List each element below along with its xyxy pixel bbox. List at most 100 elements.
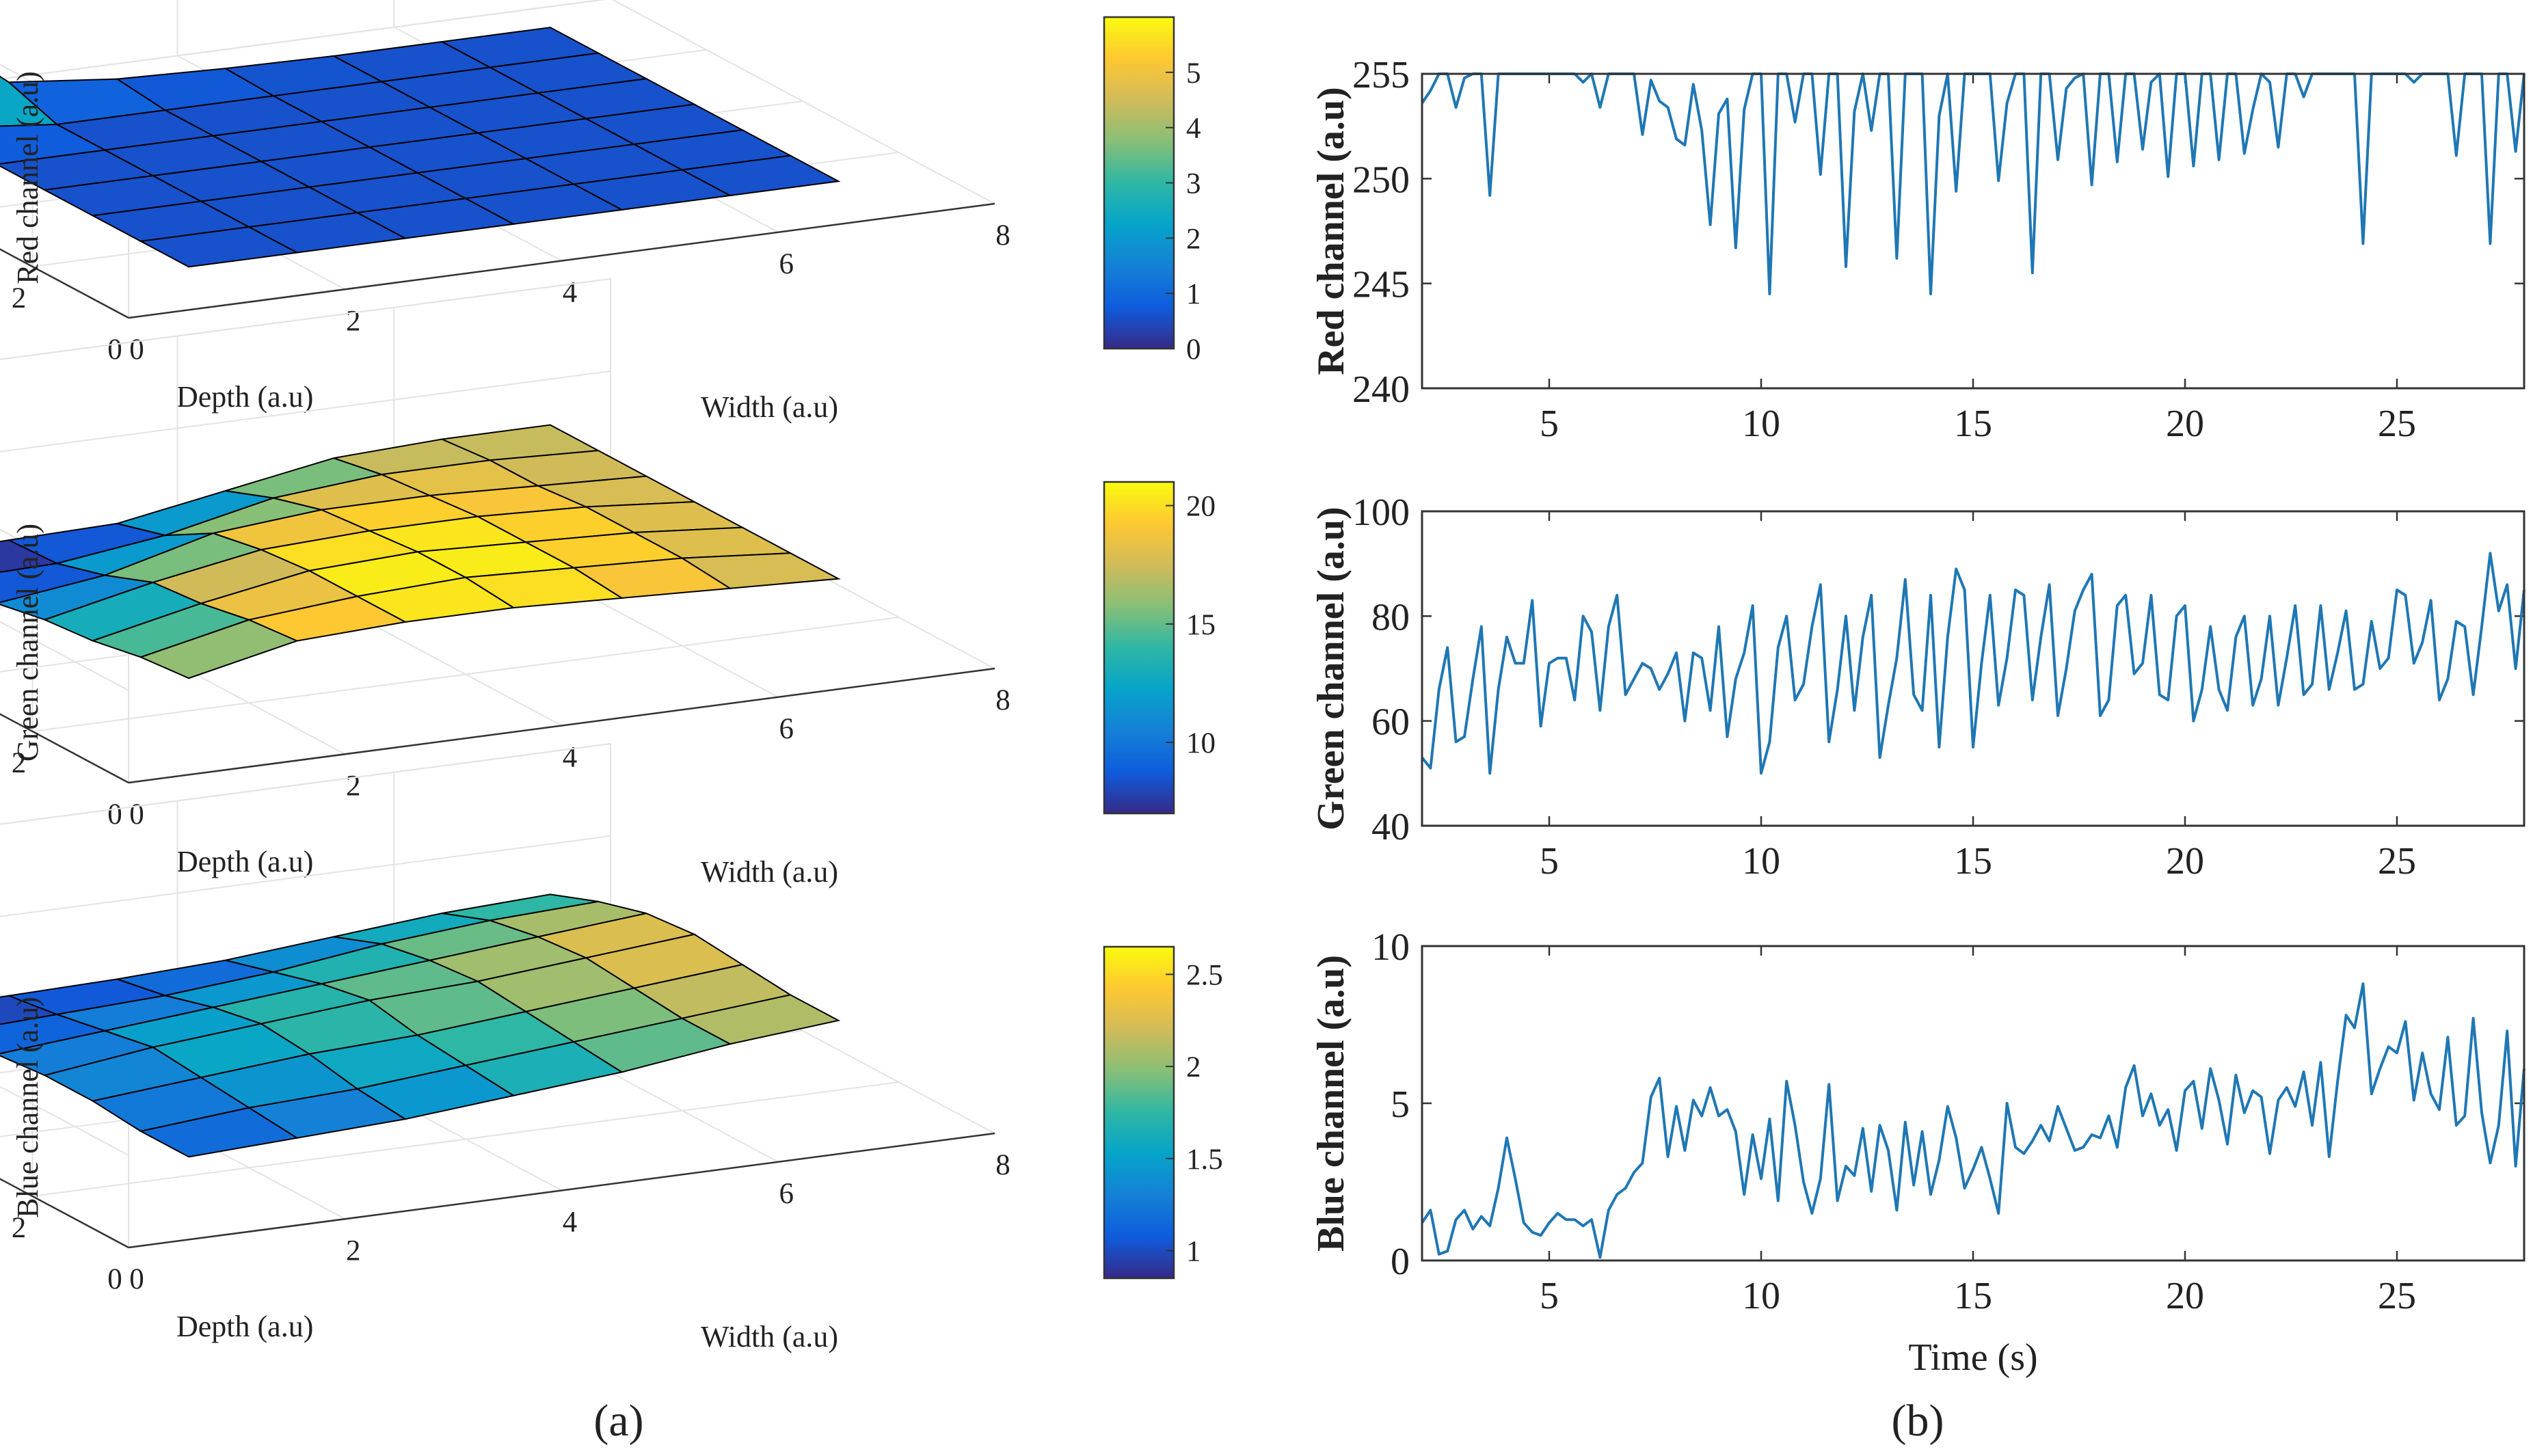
green-surface-width-label: Width (a.u)	[701, 855, 838, 889]
blue-surface-width-label: Width (a.u)	[701, 1320, 838, 1353]
width-axis-line	[128, 667, 995, 784]
width-tick-label: 6	[779, 713, 794, 745]
x-tick-label: 20	[2166, 1275, 2204, 1317]
width-tick-label: 0	[129, 334, 144, 366]
y-tick-label: 255	[1352, 54, 1410, 96]
x-tick-label: 5	[1540, 1275, 1559, 1317]
colorbar-tick-label: 10	[1186, 727, 1216, 759]
red-series-line	[1421, 72, 2525, 295]
wall-grid-line	[0, 278, 611, 360]
red-surface-depth-label: Depth (a.u)	[176, 380, 313, 414]
wall-grid-line	[0, 1086, 129, 1156]
colorbar-tick-label: 4	[1186, 113, 1201, 145]
blue-surface-mesh	[0, 893, 841, 1158]
width-axis-line	[128, 202, 995, 319]
width-tick-label: 2	[346, 770, 361, 802]
width-tick-label: 4	[563, 277, 578, 309]
green-series-y-label: Green channel (a.u)	[1310, 507, 1352, 830]
colorbar-tick-label: 3	[1186, 168, 1201, 200]
colorbar-tick-label: 15	[1186, 609, 1216, 641]
width-tick-label: 6	[779, 248, 794, 280]
green-time-series: 5 10 15 20 25 40 60 80 100 Green channel (a.u)	[1310, 491, 2525, 882]
colorbar-gradient	[1103, 481, 1175, 815]
red-colorbar: 0 1 2 3 4 5	[1103, 16, 1201, 366]
red-surface-plot: 05100246802468 Red channel (a.u) Width (…	[0, 0, 1201, 424]
depth-tick-label: 2	[12, 747, 27, 779]
blue-series-ticks: 5 10 15 20 25 0 5 10	[1371, 926, 2524, 1317]
colorbar-gradient	[1103, 16, 1175, 350]
colorbar-tick-label: 20	[1186, 491, 1216, 523]
depth-axis-line	[0, 248, 129, 319]
floor-grid-line	[32, 617, 899, 732]
x-tick-label: 25	[2378, 840, 2416, 882]
red-series-frame	[1421, 72, 2525, 390]
y-tick-label: 250	[1352, 159, 1410, 201]
blue-series-line	[1421, 982, 2525, 1259]
width-tick-label: 2	[346, 1235, 361, 1267]
red-series-ticks: 5 10 15 20 25 240 245 250 255	[1352, 54, 2524, 445]
depth-tick-label: 2	[12, 282, 27, 314]
green-surface-mesh	[0, 424, 841, 679]
blue-time-series: 5 10 15 20 25 0 5 10 Blue channel (a.u) Time (s…	[1310, 926, 2525, 1379]
wall-grid-line	[0, 835, 611, 917]
x-tick-label: 25	[2378, 1275, 2416, 1317]
red-series-y-label: Red channel (a.u)	[1310, 87, 1352, 375]
panel-label-a: (a)	[593, 1396, 643, 1446]
x-tick-label: 20	[2166, 840, 2204, 882]
x-tick-label: 20	[2166, 403, 2204, 445]
surface-patch	[680, 154, 841, 197]
y-tick-label: 245	[1352, 264, 1410, 306]
width-tick-label: 8	[995, 219, 1010, 252]
blue-surface-plot: 0240246802468 Blue channel (a.u) Width (…	[0, 742, 1223, 1353]
y-tick-label: 0	[1391, 1241, 1410, 1283]
y-tick-label: 60	[1371, 701, 1410, 744]
colorbar-tick-label: 5	[1186, 57, 1201, 90]
y-tick-label: 5	[1391, 1083, 1410, 1126]
panel-label-b: (b)	[1892, 1396, 1944, 1446]
colorbar-tick-label: 2.5	[1186, 959, 1223, 991]
depth-tick-label: 0	[107, 334, 122, 366]
wall-grid-line	[0, 743, 611, 825]
depth-axis-line	[0, 713, 129, 784]
red-time-series: 5 10 15 20 25 240 245 250 255 Red channel (a.u)	[1310, 54, 2525, 445]
red-surface-mesh	[0, 27, 841, 268]
time-axis-label: Time (s)	[1908, 1336, 2037, 1379]
x-tick-label: 10	[1742, 840, 1780, 882]
wall-grid-line	[0, 370, 611, 453]
wall-grid-line	[0, 0, 606, 80]
x-tick-label: 15	[1954, 403, 1992, 445]
width-tick-label: 0	[129, 1263, 144, 1295]
colorbar-tick-label: 1.5	[1186, 1144, 1223, 1176]
floor-grid-line	[32, 1081, 899, 1197]
green-surface-plot: 020400246802468 Green channel (a.u) Widt…	[0, 278, 1216, 889]
blue-surface-z-label: Blue channel (a.u)	[11, 997, 44, 1218]
surface-patch	[680, 552, 841, 589]
width-tick-label: 4	[563, 1206, 578, 1239]
x-tick-label: 15	[1954, 840, 1992, 882]
wall-grid-line	[0, 621, 129, 691]
colorbar-tick-label: 2	[1186, 1051, 1201, 1083]
x-tick-label: 5	[1540, 840, 1559, 882]
width-axis-line	[128, 1132, 995, 1249]
colorbar-tick-label: 2	[1186, 223, 1201, 255]
green-series-frame	[1421, 510, 2525, 827]
green-surface-z-label: Green channel (a.u)	[11, 524, 44, 761]
colorbar-tick-label: 0	[1186, 334, 1201, 366]
depth-axis-line	[0, 1178, 129, 1249]
x-tick-label: 10	[1742, 403, 1780, 445]
depth-tick-label: 0	[107, 1263, 122, 1295]
colorbar-gradient	[1103, 945, 1175, 1280]
x-tick-label: 10	[1742, 1275, 1780, 1317]
width-tick-label: 0	[129, 798, 144, 831]
red-surface-width-label: Width (a.u)	[701, 390, 838, 424]
green-surface-depth-label: Depth (a.u)	[176, 845, 313, 878]
y-tick-label: 80	[1371, 596, 1410, 638]
green-colorbar: 10 15 20	[1103, 481, 1216, 815]
blue-series-y-label: Blue channel (a.u)	[1310, 955, 1352, 1252]
width-tick-label: 8	[995, 1149, 1010, 1181]
red-surface-z-label: Red channel (a.u)	[11, 71, 44, 284]
x-tick-label: 5	[1540, 403, 1559, 445]
green-series-ticks: 5 10 15 20 25 40 60 80 100	[1352, 491, 2524, 882]
blue-colorbar: 1 1.5 2 2.5	[1103, 945, 1223, 1280]
